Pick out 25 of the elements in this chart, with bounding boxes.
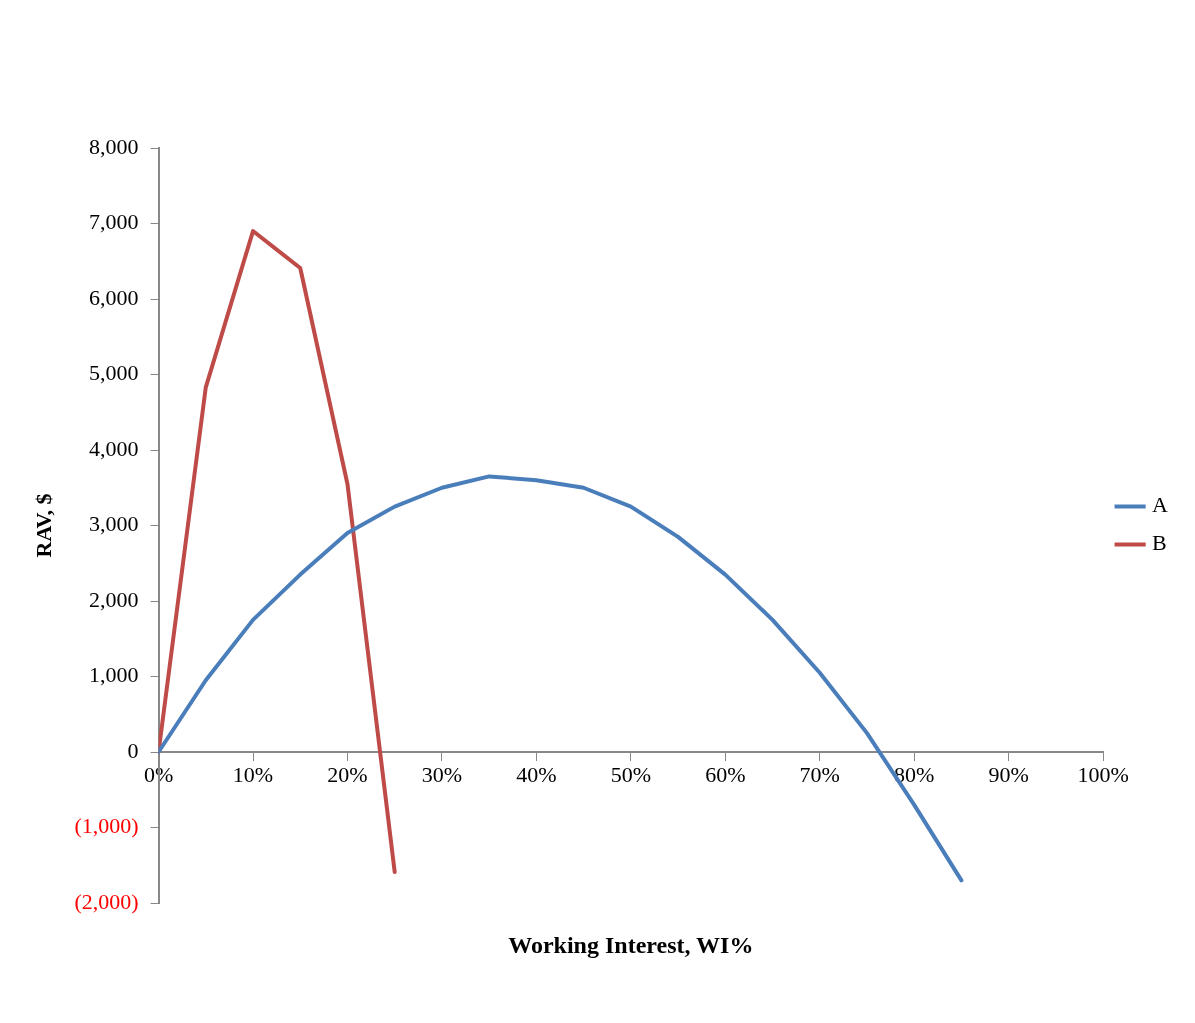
y-tick-label: 3,000: [89, 511, 139, 537]
y-tick-label: 6,000: [89, 284, 139, 310]
y-tick-label: 1,000: [89, 662, 139, 688]
legend-label: A: [1152, 492, 1169, 518]
y-axis-title: RAV, $: [30, 493, 56, 558]
x-tick-label: 60%: [705, 761, 746, 787]
x-tick-label: 30%: [421, 761, 463, 787]
x-tick-label: 0%: [143, 761, 174, 787]
y-tick-label: 0: [127, 737, 139, 763]
x-tick-label: 40%: [516, 761, 557, 787]
x-tick-label: 20%: [327, 761, 368, 787]
x-tick-label: 10%: [232, 761, 274, 787]
y-tick-label: 4,000: [89, 435, 139, 461]
y-tick-label: 2,000: [89, 586, 139, 612]
x-axis-title: Working Interest, WI%: [508, 932, 754, 959]
x-tick-label: 70%: [799, 761, 840, 787]
y-tick-label: 7,000: [89, 209, 139, 235]
x-tick-label: 50%: [610, 761, 651, 787]
y-tick-label: (1,000): [74, 813, 139, 839]
y-tick-label: 5,000: [89, 360, 139, 386]
legend-label: B: [1152, 530, 1167, 556]
y-tick-label: 8,000: [89, 133, 139, 159]
x-tick-label: 90%: [988, 761, 1029, 787]
y-tick-label: (2,000): [74, 888, 139, 914]
x-tick-label: 100%: [1077, 761, 1129, 787]
